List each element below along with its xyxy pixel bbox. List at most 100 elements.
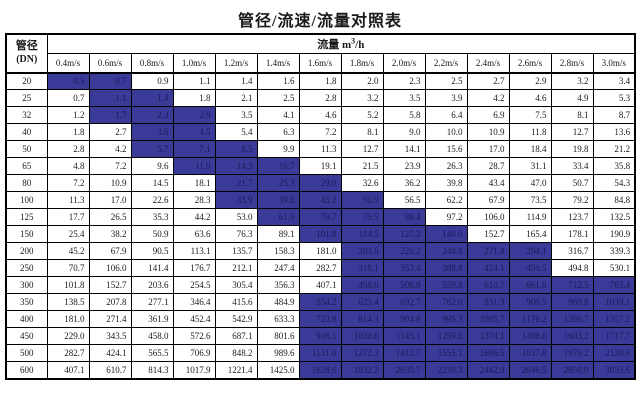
flow-value-cell: 1.1 — [172, 72, 216, 90]
flow-value-cell: 113.1 — [172, 242, 216, 260]
dn-cell: 125 — [5, 208, 48, 226]
flow-value-cell: 1.8 — [172, 89, 216, 107]
flow-value-cell: 6.9 — [466, 106, 510, 124]
flow-value-cell: 4.9 — [550, 89, 594, 107]
flow-value-cell: 212.1 — [214, 259, 258, 277]
flow-value-cell-highlighted: 762.0 — [424, 293, 468, 311]
table-row-dn-200: 200 45.2 67.9 90.5 113.1 135.7 158.3 181.0 203.6… — [5, 242, 636, 260]
table-row-dn-450: 450 229.0 343.5 458.0 572.6 687.1 801.6 916.1 10… — [5, 327, 636, 345]
dn-cell: 20 — [5, 72, 48, 90]
flow-value-cell-highlighted: 1374.1 — [466, 327, 510, 345]
flow-value-cell-highlighted: 2239.3 — [424, 361, 468, 379]
dn-cell: 100 — [5, 191, 48, 209]
velocity-header-2.0: 2.0m/s — [382, 53, 426, 73]
dn-cell: 32 — [5, 106, 48, 124]
dn-cell: 400 — [5, 310, 48, 328]
flow-value-cell-highlighted: 8.5 — [214, 140, 258, 158]
flow-value-cell-highlighted: 661.6 — [508, 276, 552, 294]
flow-value-cell: 282.7 — [298, 259, 342, 277]
flow-value-cell: 8.7 — [592, 106, 636, 124]
flow-value-cell: 7.2 — [46, 174, 90, 192]
flow-value-cell: 1.6 — [256, 72, 300, 90]
table-row-dn-32: 32 1.2 1.7 2.3 2.9 3.5 4.1 4.6 5.2 5.8 6.4 6.9 7.5 8.… — [5, 106, 636, 124]
flow-value-cell: 5.2 — [340, 106, 384, 124]
flow-value-cell: 316.7 — [550, 242, 594, 260]
flow-value-cell: 1221.4 — [214, 361, 258, 379]
velocity-header-1.8: 1.8m/s — [340, 53, 384, 73]
flow-value-cell-highlighted: 559.8 — [424, 276, 468, 294]
flow-value-cell: 43.4 — [466, 174, 510, 192]
flow-value-cell: 1.8 — [298, 72, 342, 90]
dn-cell: 250 — [5, 259, 48, 277]
flow-value-cell: 114.9 — [508, 208, 552, 226]
flow-value-cell-highlighted: 70.7 — [298, 208, 342, 226]
flow-value-cell: 152.7 — [466, 225, 510, 243]
flow-value-cell: 38.2 — [88, 225, 132, 243]
flow-value-cell-highlighted: 0.7 — [88, 72, 132, 90]
flow-value-cell: 28.7 — [466, 157, 510, 175]
flow-value-cell: 6.4 — [424, 106, 468, 124]
flow-value-cell: 11.3 — [46, 191, 90, 209]
flow-value-cell: 989.6 — [256, 344, 300, 362]
flow-value-cell: 3.2 — [550, 72, 594, 90]
flow-value-cell: 13.6 — [592, 123, 636, 141]
flow-value-cell-highlighted: 2035.7 — [382, 361, 426, 379]
flow-value-cell-highlighted: 5.7 — [130, 140, 174, 158]
flow-value-cell-highlighted: 388.8 — [424, 259, 468, 277]
flow-header-superscript: 3 — [351, 36, 356, 46]
flow-value-cell: 44.2 — [172, 208, 216, 226]
flow-value-cell: 229.0 — [46, 327, 90, 345]
velocity-header-0.8: 0.8m/s — [130, 53, 174, 73]
velocity-header-2.2: 2.2m/s — [424, 53, 468, 73]
velocity-header-1.2: 1.2m/s — [214, 53, 258, 73]
flow-value-cell: 4.6 — [508, 89, 552, 107]
flow-value-cell: 11.8 — [508, 123, 552, 141]
flow-value-cell: 178.1 — [550, 225, 594, 243]
table-row-dn-600: 600 407.1 610.7 814.3 1017.9 1221.4 1425.0 1628… — [5, 361, 636, 379]
flow-value-cell: 36.2 — [382, 174, 426, 192]
flow-value-cell: 1.8 — [46, 123, 90, 141]
velocity-header-0.4: 0.4m/s — [46, 53, 90, 73]
flow-value-cell: 530.1 — [592, 259, 636, 277]
flow-value-cell: 633.3 — [256, 310, 300, 328]
flow-value-cell: 138.5 — [46, 293, 90, 311]
flow-rate-header: 流量 m3/h — [46, 33, 636, 54]
flow-value-cell-highlighted: 2.3 — [130, 106, 174, 124]
flow-value-cell: 9.9 — [256, 140, 300, 158]
table-body: 20 0.5 0.7 0.9 1.1 1.4 1.6 1.8 2.0 2.3 2.5 2.7 2.9 3.… — [5, 72, 636, 379]
flow-value-cell-highlighted: 2120.6 — [592, 344, 636, 362]
flow-value-cell: 3.5 — [214, 106, 258, 124]
flow-value-cell: 2.1 — [214, 89, 258, 107]
flow-value-cell: 132.5 — [592, 208, 636, 226]
velocity-header-2.8: 2.8m/s — [550, 53, 594, 73]
flow-value-cell: 53.0 — [214, 208, 258, 226]
flow-value-cell: 2.8 — [46, 140, 90, 158]
corner-header-line1: 管径 — [15, 39, 38, 52]
flow-value-cell: 424.1 — [88, 344, 132, 362]
flow-value-cell-highlighted: 712.5 — [550, 276, 594, 294]
flow-value-cell: 801.6 — [256, 327, 300, 345]
corner-header: 管径 (DN) — [5, 33, 48, 73]
page-title: 管径/流速/流量对照表 — [238, 13, 402, 30]
table-row-dn-350: 350 138.5 207.8 277.1 346.4 415.6 484.9 554.2 62… — [5, 293, 636, 311]
table-row-dn-400: 400 181.0 271.4 361.9 452.4 542.9 633.3 723.8 81… — [5, 310, 636, 328]
velocity-header-1.6: 1.6m/s — [298, 53, 342, 73]
flow-value-cell-highlighted: 11.9 — [172, 157, 216, 175]
flow-value-cell-highlighted: 50.9 — [340, 191, 384, 209]
flow-value-cell-highlighted: 25.3 — [256, 174, 300, 192]
flow-value-cell-highlighted: 88.4 — [382, 208, 426, 226]
flow-value-cell-highlighted: 904.8 — [382, 310, 426, 328]
flow-value-cell-highlighted: 1717.7 — [592, 327, 636, 345]
flow-value-cell: 9.6 — [130, 157, 174, 175]
flow-value-cell: 17.0 — [88, 191, 132, 209]
flow-value-cell-highlighted: 1.4 — [130, 89, 174, 107]
flow-value-cell: 2.5 — [256, 89, 300, 107]
flow-value-cell: 76.3 — [214, 225, 258, 243]
flow-value-cell-highlighted: 723.8 — [298, 310, 342, 328]
flow-value-cell: 305.4 — [214, 276, 258, 294]
velocity-header-1.0: 1.0m/s — [172, 53, 216, 73]
dn-cell: 65 — [5, 157, 48, 175]
dn-cell: 200 — [5, 242, 48, 260]
flow-value-cell: 12.7 — [550, 123, 594, 141]
table-row-dn-300: 300 101.8 152.7 203.6 254.5 305.4 356.3 407.1 45… — [5, 276, 636, 294]
